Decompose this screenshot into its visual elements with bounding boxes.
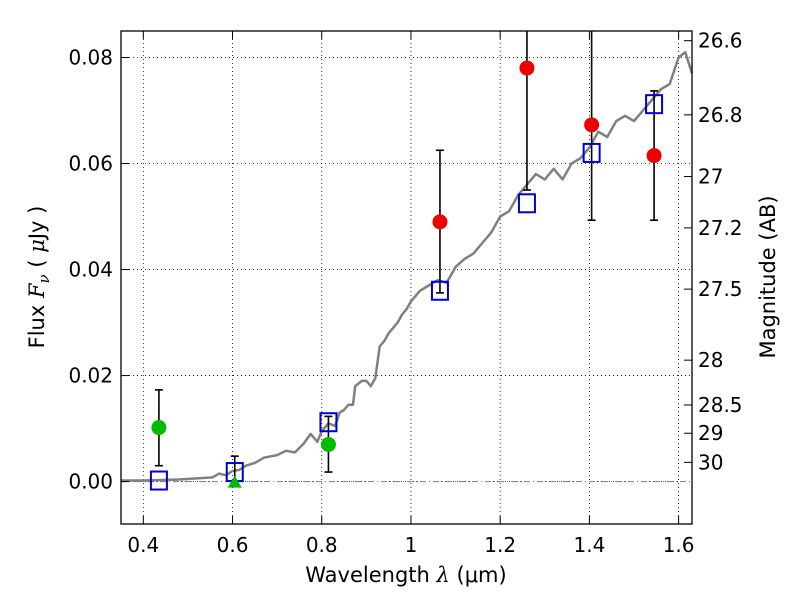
x-tick-label: 0.6 <box>217 533 249 557</box>
observed-flux-point <box>519 60 535 76</box>
model-spectrum-line <box>121 50 694 482</box>
model-layer <box>121 50 694 482</box>
y-tick-label: 0.02 <box>68 364 113 388</box>
model-band-square <box>517 193 536 214</box>
x-tick-label: 0.8 <box>306 533 338 557</box>
y-tick-label: 0.08 <box>68 46 113 70</box>
y2-tick-label: 28.5 <box>698 393 743 417</box>
y-tick-label: 0.00 <box>68 470 113 494</box>
grid-lines <box>121 31 692 524</box>
observed-flux-point <box>646 148 662 164</box>
x-axis-label: Wavelength λ (μm) <box>305 563 506 587</box>
observed-flux-point <box>320 436 336 452</box>
y2-tick-label: 28 <box>698 348 723 372</box>
upper-limit-triangle <box>227 475 242 488</box>
x-tick-label: 1 <box>405 533 418 557</box>
y2-tick-label: 26.8 <box>698 103 743 127</box>
x-tick-label: 1.4 <box>573 533 605 557</box>
model-band-square <box>430 280 449 301</box>
y2-tick-label: 27 <box>698 165 723 189</box>
y2-tick-label: 30 <box>698 450 723 474</box>
observed-flux-point <box>151 420 167 436</box>
y2-tick-label: 27.5 <box>698 277 743 301</box>
y2-tick-label: 27.2 <box>698 216 743 240</box>
y-tick-label: 0.06 <box>68 152 113 176</box>
observed-flux-point <box>432 214 448 230</box>
y-axis-label: Flux Fν ( μJy ) <box>25 206 53 349</box>
model-band-square <box>319 412 338 433</box>
model-band-square <box>645 94 664 115</box>
model-band-square <box>149 470 168 491</box>
ticks: 0.4 0.6 0.8 1 1.2 1.4 1.6 0.00 0.02 0.04 0.06 0.08 2… <box>68 29 742 557</box>
y-tick-label: 0.04 <box>68 258 113 282</box>
x-tick-label: 1.2 <box>484 533 516 557</box>
model-band-square <box>582 142 601 163</box>
y2-axis-label: Magnitude (AB) <box>756 195 780 358</box>
markers <box>149 60 664 491</box>
x-tick-label: 1.6 <box>663 533 695 557</box>
errorbars <box>154 31 659 483</box>
y2-tick-label: 26.6 <box>698 29 743 53</box>
x-tick-label: 0.4 <box>127 533 159 557</box>
observed-flux-point <box>584 117 600 133</box>
plot-frame <box>120 30 693 525</box>
y2-tick-label: 29 <box>698 421 723 445</box>
